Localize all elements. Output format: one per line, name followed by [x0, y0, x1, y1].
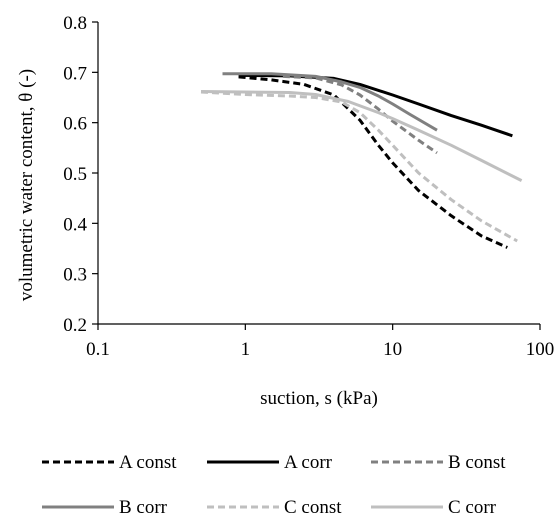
x-axis-label: suction, s (kPa) — [260, 388, 378, 409]
x-tick-label: 100 — [526, 339, 555, 360]
y-tick-label: 0.2 — [63, 315, 87, 336]
y-tick-label: 0.3 — [63, 265, 87, 286]
y-tick-label: 0.4 — [63, 214, 87, 235]
x-axis-ticks: 0.1 1 10 100 — [86, 324, 554, 360]
x-tick-label: 1 — [241, 339, 251, 360]
legend-label: B const — [448, 452, 506, 473]
x-tick-label: 0.1 — [86, 339, 110, 360]
y-tick-label: 0.7 — [63, 63, 87, 84]
legend-label: A corr — [284, 452, 333, 473]
series-line-c-const — [200, 90, 518, 243]
plot-series-layer — [200, 72, 523, 249]
series-line-b-corr — [222, 72, 438, 132]
legend: A const A corr B const B corr C const C corr — [42, 452, 506, 518]
series-line-a-const — [238, 75, 508, 249]
y-axis-label: volumetric water content, θ (-) — [16, 69, 37, 301]
series-line-b-const — [282, 74, 438, 155]
legend-label: C corr — [448, 497, 497, 518]
x-tick-label: 10 — [383, 339, 402, 360]
y-tick-label: 0.6 — [63, 114, 87, 135]
legend-label: A const — [119, 452, 177, 473]
legend-label: B corr — [119, 497, 168, 518]
y-tick-label: 0.5 — [63, 164, 87, 185]
legend-label: C const — [284, 497, 342, 518]
y-axis-ticks: 0.2 0.3 0.4 0.5 0.6 0.7 0.8 — [63, 13, 98, 336]
y-tick-label: 0.8 — [63, 13, 87, 34]
series-line-c-corr — [200, 90, 523, 182]
